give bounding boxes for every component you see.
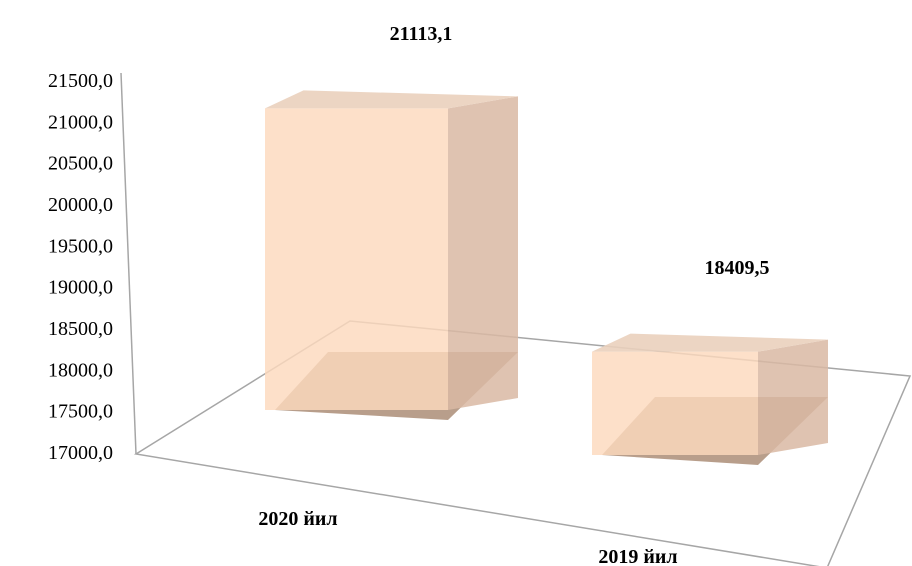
data-label: 18409,5 bbox=[705, 257, 770, 279]
y-tick-label: 21500,0 bbox=[48, 70, 113, 92]
bar-1 bbox=[265, 90, 518, 420]
bar-2 bbox=[592, 333, 828, 465]
bar-top-face bbox=[592, 333, 828, 352]
y-tick-label: 20000,0 bbox=[48, 194, 113, 216]
y-tick-label: 19000,0 bbox=[48, 277, 113, 299]
bars bbox=[265, 90, 828, 465]
y-tick-label: 17000,0 bbox=[48, 442, 113, 464]
bar-top-face bbox=[265, 90, 518, 109]
data-labels: 21113,1 18409,5 bbox=[390, 23, 770, 279]
bar-front-face bbox=[592, 351, 758, 455]
y-tick-label: 20500,0 bbox=[48, 153, 113, 175]
category-label: 2020 йил bbox=[258, 508, 337, 530]
category-label: 2019 йил bbox=[598, 546, 677, 566]
y-tick-label: 21000,0 bbox=[48, 111, 113, 133]
y-axis-wall-line bbox=[120, 72, 137, 455]
y-tick-label: 19500,0 bbox=[48, 235, 113, 257]
category-labels: 2020 йил 2019 йил bbox=[258, 508, 677, 566]
data-label: 21113,1 bbox=[390, 23, 453, 45]
y-tick-label: 18000,0 bbox=[48, 359, 113, 381]
bar-side-face bbox=[758, 339, 828, 455]
bar-side-face bbox=[448, 96, 518, 410]
bar-front-face bbox=[265, 108, 448, 410]
y-tick-label: 17500,0 bbox=[48, 401, 113, 423]
y-tick-labels: 17000,0 17500,0 18000,0 18500,0 19000,0 19500… bbox=[48, 70, 113, 464]
y-tick-label: 18500,0 bbox=[48, 318, 113, 340]
